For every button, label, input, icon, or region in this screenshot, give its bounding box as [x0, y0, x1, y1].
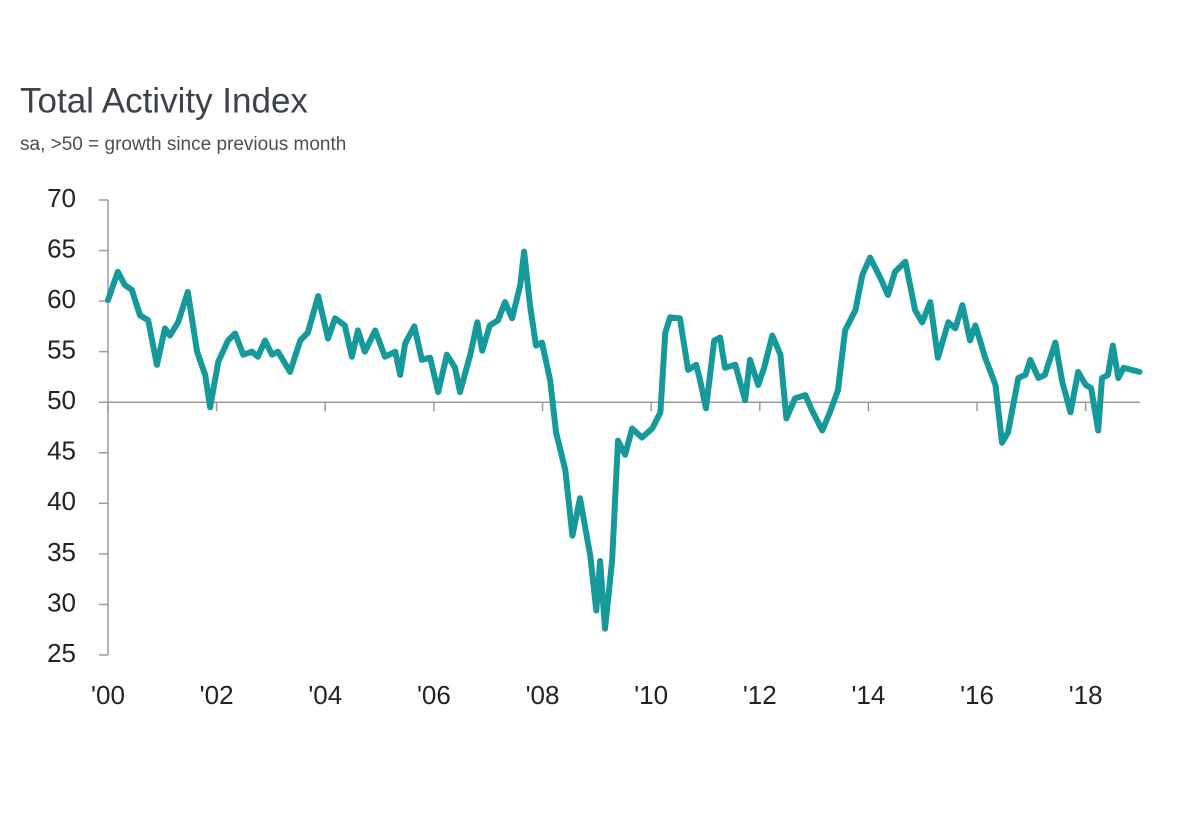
y-tick-label: 40: [47, 486, 76, 516]
x-tick-label: '02: [200, 680, 234, 710]
x-tick-label: '14: [851, 680, 885, 710]
x-tick-label: '18: [1069, 680, 1103, 710]
x-tick-label: '08: [526, 680, 560, 710]
y-tick-label: 65: [47, 233, 76, 263]
x-tick-label: '04: [308, 680, 342, 710]
y-tick-label: 60: [47, 284, 76, 314]
y-tick-label: 45: [47, 436, 76, 466]
chart-subtitle: sa, >50 = growth since previous month: [20, 134, 346, 155]
x-tick-label: '06: [417, 680, 451, 710]
y-tick-label: 55: [47, 335, 76, 365]
y-tick-label: 50: [47, 385, 76, 415]
y-tick-label: 35: [47, 537, 76, 567]
y-tick-label: 25: [47, 638, 76, 668]
x-tick-label: '16: [960, 680, 994, 710]
chart-title: Total Activity Index: [20, 81, 308, 120]
x-tick-label: '00: [91, 680, 125, 710]
y-tick-label: 30: [47, 587, 76, 617]
x-tick-label: '12: [743, 680, 777, 710]
x-tick-label: '10: [634, 680, 668, 710]
y-tick-label: 70: [47, 183, 76, 213]
series-line: [105, 248, 1143, 632]
